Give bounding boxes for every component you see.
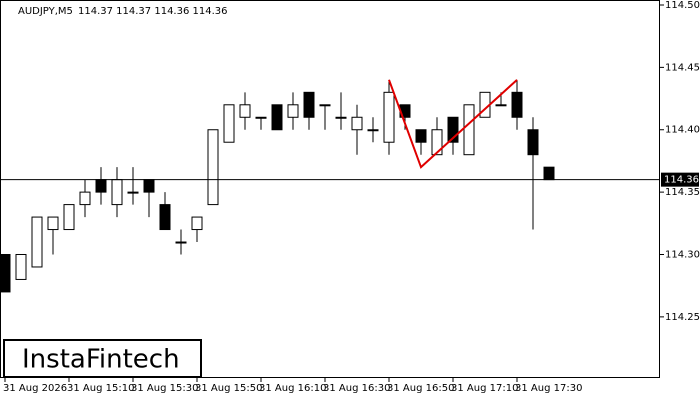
candle-body xyxy=(223,104,235,143)
candle-body xyxy=(527,129,539,156)
candle-body xyxy=(79,191,91,206)
x-tick-label: 31 Aug 17:10 xyxy=(451,383,518,394)
candle-body xyxy=(271,104,283,131)
candle-body xyxy=(191,216,203,231)
candle-body xyxy=(31,216,43,268)
x-tick-label: 31 Aug 15:10 xyxy=(67,383,134,394)
candle-body xyxy=(95,179,107,193)
candle-body xyxy=(15,253,27,280)
candle-body xyxy=(239,104,251,118)
chart-title: AUDJPY,M5 xyxy=(18,6,73,17)
current-price-box xyxy=(661,172,699,187)
candle-body xyxy=(335,116,347,119)
y-tick-label: 114.40 xyxy=(665,125,700,136)
x-tick-label: 31 Aug 15:50 xyxy=(195,383,262,394)
candle-body xyxy=(255,116,267,119)
candle-body xyxy=(383,91,395,143)
y-tick-label: 114.30 xyxy=(665,249,700,260)
candle-body xyxy=(463,104,475,156)
candle-body xyxy=(207,129,219,206)
y-tick-label: 114.25 xyxy=(665,312,700,323)
y-tick-label: 114.35 xyxy=(665,187,700,198)
x-tick-label: 31 Aug 15:30 xyxy=(131,383,198,394)
candle-body xyxy=(511,91,523,118)
candle-body xyxy=(175,241,187,244)
pattern-line xyxy=(388,79,518,169)
candle-body xyxy=(431,129,443,156)
y-tick-label: 114.50 xyxy=(665,0,700,11)
candle-body xyxy=(319,104,331,107)
x-tick-label: 31 Aug 17:30 xyxy=(515,383,582,394)
candle-body xyxy=(111,179,123,206)
candle-body xyxy=(63,204,75,231)
plot-frame xyxy=(0,0,660,378)
logo-box xyxy=(3,339,202,378)
x-tick-label: 31 Aug 16:50 xyxy=(387,383,454,394)
x-tick-label: 31 Aug 2026 xyxy=(3,383,67,394)
candle-body xyxy=(127,191,139,194)
x-tick-label: 31 Aug 16:30 xyxy=(323,383,390,394)
x-tick-label: 31 Aug 16:10 xyxy=(259,383,326,394)
candle-body xyxy=(143,179,155,193)
candle-body xyxy=(287,104,299,118)
logo: InstaFintech xyxy=(22,345,180,375)
chart-subtitle: 114.37 114.37 114.36 114.36 xyxy=(78,6,228,17)
candle-body xyxy=(415,129,427,143)
candle-body xyxy=(495,104,507,107)
current-price-label: 114.36 xyxy=(664,175,699,186)
candle-body xyxy=(367,129,379,132)
candle-body xyxy=(0,253,11,293)
candle-body xyxy=(351,116,363,131)
candle-body xyxy=(543,166,555,181)
candle-body xyxy=(159,204,171,231)
y-tick-label: 114.45 xyxy=(665,62,700,73)
candle-body xyxy=(303,91,315,118)
candle-body xyxy=(47,216,59,231)
candle-body xyxy=(447,116,459,143)
